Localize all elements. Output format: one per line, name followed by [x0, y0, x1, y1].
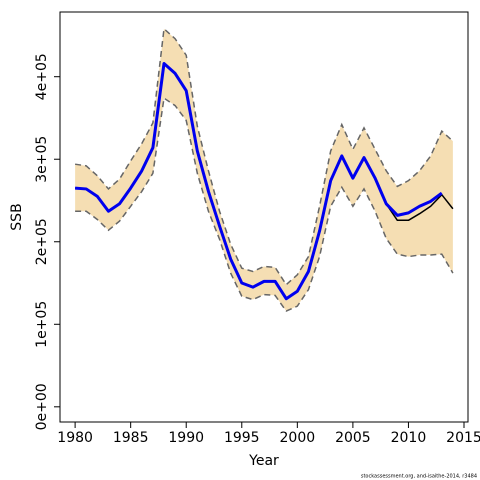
y-tick-label: 0e+00	[34, 383, 50, 430]
x-tick-label: 1985	[113, 430, 149, 446]
y-tick-label: 2e+05	[34, 218, 50, 265]
x-tick-label: 1990	[168, 430, 204, 446]
x-tick-label: 2015	[446, 430, 480, 446]
band-upper	[75, 27, 454, 286]
x-tick-label: 2010	[391, 430, 427, 446]
y-tick-label: 3e+05	[34, 136, 50, 183]
band-lower	[75, 96, 454, 313]
series-line	[75, 61, 443, 301]
x-axis-title: Year	[248, 453, 279, 469]
y-axis-title: SSB	[9, 203, 25, 230]
x-tick-label: 2000	[280, 430, 316, 446]
x-tick-label: 1980	[57, 430, 93, 446]
plot-frame	[59, 11, 469, 423]
y-tick-label: 4e+05	[34, 53, 50, 100]
footnote: stockassessment.org, and-isaithe-2014, r…	[361, 474, 477, 480]
x-tick-label: 1995	[224, 430, 260, 446]
confidence-band	[75, 28, 453, 312]
x-tick-label: 2005	[335, 430, 371, 446]
y-tick-label: 1e+05	[34, 301, 50, 348]
